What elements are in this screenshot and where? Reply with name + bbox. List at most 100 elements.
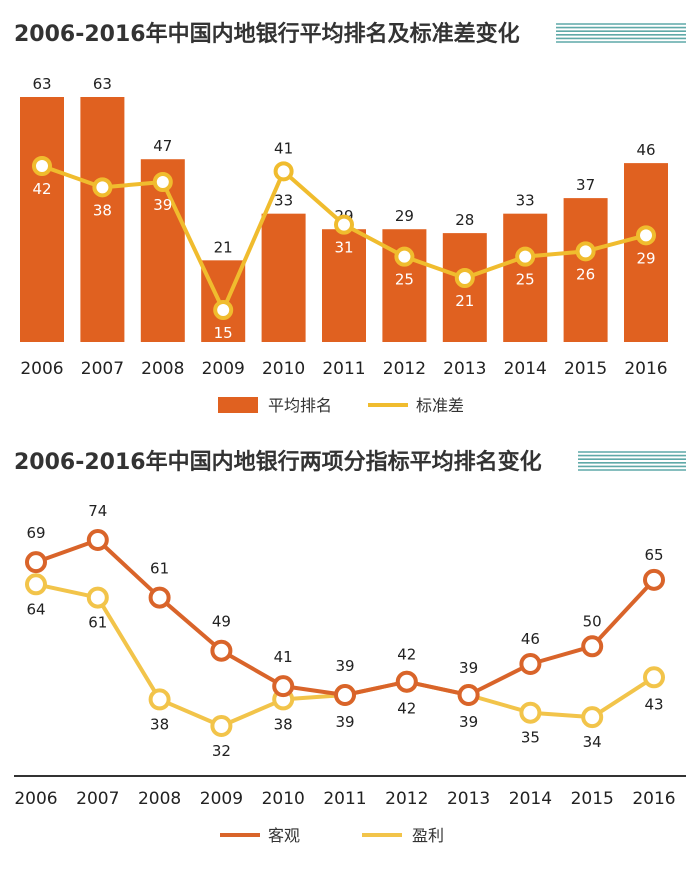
profit-label-2014: 35	[521, 729, 540, 747]
x-tick-2016: 2016	[624, 359, 667, 379]
objective-point-2016	[643, 568, 665, 591]
profit-label-2011: 39	[335, 713, 354, 731]
objective-point-2011	[334, 684, 356, 706]
objective-label-2016: 65	[644, 546, 663, 564]
profit-label-2013: 39	[459, 713, 478, 731]
legend-std-label: 标准差	[416, 396, 464, 415]
legend-avg-rank-label: 平均排名	[268, 396, 332, 415]
x2-tick-2014: 2014	[509, 789, 552, 809]
std-label-2007: 38	[93, 201, 112, 219]
objective-point-2006	[25, 551, 47, 574]
objective-label-2010: 41	[274, 648, 293, 666]
chart2-legend: 客观 盈利	[220, 826, 444, 845]
x2-tick-2015: 2015	[571, 789, 614, 809]
x-tick-2011: 2011	[322, 359, 365, 379]
objective-label-2014: 46	[521, 630, 540, 648]
profit-label-2008: 38	[150, 715, 169, 733]
bar-label-2006: 63	[32, 75, 51, 93]
bar-2015	[563, 198, 608, 342]
bar-2016	[624, 163, 668, 342]
chart2-title: 2006-2016年中国内地银行两项分指标平均排名变化	[14, 449, 542, 475]
objective-label-2008: 61	[150, 560, 169, 578]
profit-point-2014	[519, 701, 542, 724]
profit-point-2008	[148, 688, 171, 711]
bar-label-2007: 63	[93, 75, 112, 93]
objective-point-2008	[148, 586, 171, 609]
bar-label-2016: 46	[636, 141, 655, 159]
profit-label-2016: 43	[644, 695, 663, 713]
std-point-2014	[515, 246, 536, 267]
bar-2007	[80, 97, 125, 342]
objective-label-2011: 39	[335, 657, 354, 675]
objective-label-2006: 69	[26, 524, 45, 542]
chart2-title-stripes	[578, 451, 686, 471]
profit-label-2015: 34	[583, 733, 602, 751]
profit-label-2009: 32	[212, 742, 231, 760]
legend-objective-label: 客观	[268, 826, 300, 845]
std-point-2013	[454, 268, 475, 288]
x2-tick-2011: 2011	[323, 789, 366, 809]
objective-point-2007	[86, 529, 109, 551]
x2-tick-2008: 2008	[138, 789, 181, 809]
x-tick-2007: 2007	[81, 359, 124, 379]
objective-point-2009	[210, 639, 233, 662]
x-tick-2013: 2013	[443, 359, 486, 379]
std-label-2011: 31	[334, 239, 353, 257]
objective-point-2012	[395, 670, 418, 693]
bar-2010	[261, 213, 306, 342]
bar-label-2013: 28	[455, 211, 474, 229]
profit-point-2007	[86, 586, 109, 609]
objective-label-2007: 74	[88, 502, 107, 520]
objective-point-2010	[272, 675, 295, 698]
x2-tick-2013: 2013	[447, 789, 490, 809]
x-tick-2012: 2012	[383, 359, 426, 379]
objective-point-2014	[519, 653, 542, 675]
objective-label-2009: 49	[212, 613, 231, 631]
profit-point-2015	[581, 706, 604, 729]
objective-point-2013	[457, 684, 480, 706]
x2-tick-2012: 2012	[385, 789, 428, 809]
bar-label-2012: 29	[395, 207, 414, 225]
bar-label-2008: 47	[153, 137, 172, 155]
bar-label-2015: 37	[576, 176, 595, 194]
std-label-2014: 25	[516, 271, 535, 289]
objective-label-2013: 39	[459, 659, 478, 677]
x-tick-2006: 2006	[20, 359, 63, 379]
bar-label-2010: 33	[274, 192, 293, 210]
std-point-2012	[394, 246, 415, 267]
std-point-2009	[213, 300, 234, 320]
chart1-title: 2006-2016年中国内地银行平均排名及标准差变化	[14, 21, 520, 47]
profit-label-2007: 61	[88, 614, 107, 632]
profit-point-2016	[643, 666, 665, 689]
profit-point-2009	[210, 715, 233, 737]
x-tick-2015: 2015	[564, 359, 607, 379]
std-label-2010: 41	[274, 139, 293, 157]
bar-label-2009: 21	[214, 238, 233, 256]
legend-bar-swatch	[218, 397, 258, 413]
std-label-2016: 29	[636, 249, 655, 267]
x2-tick-2010: 2010	[262, 789, 305, 809]
bar-label-2014: 33	[516, 192, 535, 210]
std-point-2007	[92, 177, 113, 198]
x2-tick-2009: 2009	[200, 789, 243, 809]
bar-2011	[322, 229, 366, 342]
x-tick-2008: 2008	[141, 359, 184, 379]
std-point-2006	[32, 156, 52, 176]
x2-tick-2006: 2006	[14, 789, 57, 809]
bar-2006	[20, 97, 64, 342]
objective-label-2012: 42	[397, 646, 416, 664]
legend-profit-label: 盈利	[412, 826, 444, 845]
std-label-2012: 25	[395, 271, 414, 289]
std-point-2016	[636, 225, 656, 246]
std-point-2008	[152, 172, 173, 192]
std-label-2006: 42	[32, 180, 51, 198]
objective-label-2015: 50	[583, 612, 602, 630]
std-point-2010	[273, 161, 294, 182]
x-tick-2010: 2010	[262, 359, 305, 379]
chart1-legend: 平均排名 标准差	[218, 396, 464, 415]
std-point-2015	[575, 241, 596, 262]
bar-2014	[503, 213, 548, 342]
std-point-2011	[334, 214, 354, 235]
profit-label-2010: 38	[274, 715, 293, 733]
